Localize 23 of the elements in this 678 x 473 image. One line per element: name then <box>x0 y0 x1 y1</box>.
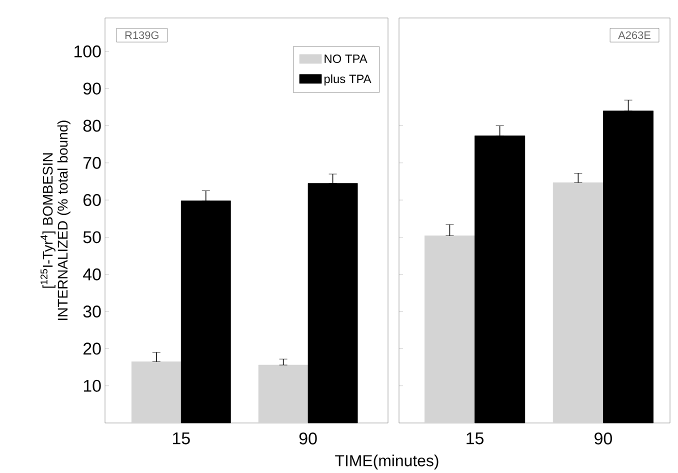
y-tick-label: 50 <box>83 231 101 244</box>
y-tick-label: 30 <box>83 306 101 318</box>
x-axis-title: TIME(minutes) <box>335 454 438 470</box>
y-tick-label: 90 <box>83 82 101 95</box>
x-tick-label: 15 <box>173 432 190 444</box>
y-tick-label: 40 <box>83 268 101 280</box>
y-tick-label: 70 <box>84 156 101 169</box>
legend-label: NO TPA <box>324 54 368 63</box>
y-tick-label: 60 <box>84 194 101 206</box>
annotation: A263E <box>618 31 650 40</box>
y-tick-label: 10 <box>84 380 101 392</box>
bar <box>131 361 182 424</box>
legend-label: plus TPA <box>324 74 372 86</box>
bar <box>258 364 308 424</box>
x-tick-label: 15 <box>466 432 484 444</box>
bar <box>552 182 604 424</box>
x-tick-label: 90 <box>299 432 317 444</box>
y-tick-label: 20 <box>84 342 101 355</box>
x-tick-label: 90 <box>594 432 612 444</box>
y-tick-label: 100 <box>74 45 101 58</box>
annotation: R139G <box>125 31 158 40</box>
bar <box>424 236 475 424</box>
y-tick-label: 80 <box>83 120 101 132</box>
